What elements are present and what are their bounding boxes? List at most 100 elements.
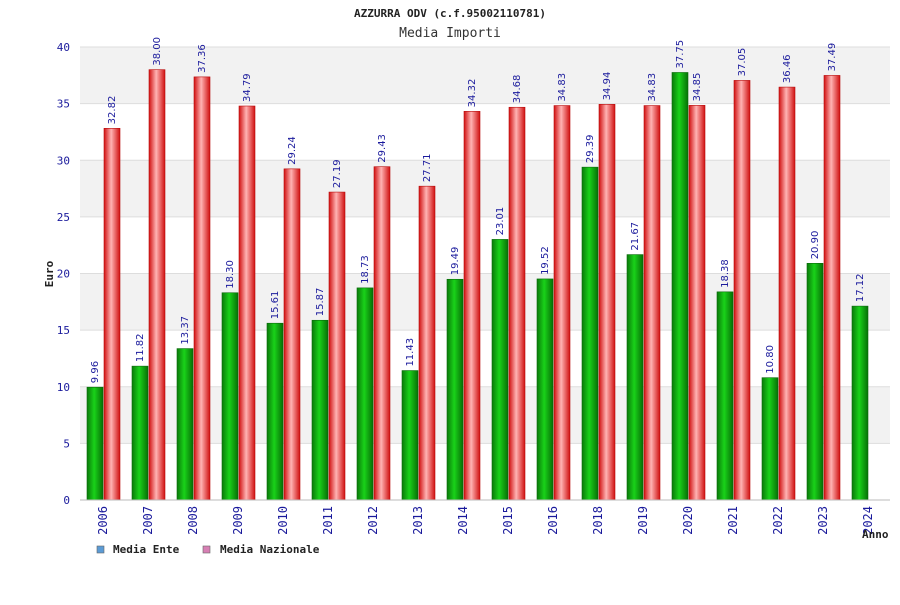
data-label: 15.61 <box>270 291 281 320</box>
grid-band <box>80 443 890 500</box>
x-tick-label: 2021 <box>726 506 740 535</box>
chart-title: AZZURRA ODV (c.f.95002110781) <box>354 7 546 20</box>
bar-media-ente <box>311 319 329 501</box>
x-tick-label: 2023 <box>816 506 830 535</box>
y-tick-label: 35 <box>57 98 70 111</box>
grid-band <box>80 386 890 444</box>
y-tick-label: 20 <box>57 268 70 281</box>
legend-swatch-media-ente <box>96 545 105 554</box>
y-tick-label: 0 <box>63 494 70 507</box>
data-label: 34.79 <box>242 73 253 102</box>
bar-media-nazionale <box>733 80 751 501</box>
bar-media-ente <box>671 72 689 501</box>
data-label: 18.73 <box>360 255 371 284</box>
bar-media-nazionale <box>553 105 571 501</box>
data-label: 37.05 <box>737 48 748 77</box>
y-tick-label: 15 <box>57 324 70 337</box>
x-tick-label: 2010 <box>276 506 290 535</box>
data-label: 15.87 <box>315 288 326 317</box>
data-label: 17.12 <box>855 273 866 302</box>
bar-media-nazionale <box>823 75 841 501</box>
bar-media-ente <box>806 263 824 501</box>
grid-band <box>80 103 890 161</box>
grid-band <box>80 216 890 274</box>
chart-subtitle: Media Importi <box>399 26 501 41</box>
data-label: 27.19 <box>332 159 343 188</box>
y-tick-label: 25 <box>57 211 70 224</box>
grid-band <box>80 160 890 217</box>
legend-label-media-nazionale: Media Nazionale <box>220 543 320 556</box>
bar-media-nazionale <box>463 111 481 501</box>
grid-band <box>80 330 890 387</box>
y-tick-label: 40 <box>57 41 70 54</box>
bar-media-nazionale <box>193 76 211 501</box>
y-tick-label: 10 <box>57 381 70 394</box>
data-label: 29.39 <box>585 135 596 164</box>
bar-media-nazionale <box>148 69 166 501</box>
data-label: 36.46 <box>782 54 793 83</box>
x-tick-label: 2007 <box>141 506 155 535</box>
x-tick-label: 2022 <box>771 506 785 535</box>
data-label: 38.00 <box>152 37 163 66</box>
x-axis-ticks: 2006 2007 2008 2009 2010 2011 2012 2013 2014 2015… <box>96 506 875 535</box>
data-label: 18.30 <box>225 260 236 289</box>
data-label: 34.85 <box>692 73 703 102</box>
grid-band <box>80 273 890 331</box>
data-label: 19.52 <box>540 246 551 275</box>
data-label: 13.37 <box>180 316 191 345</box>
x-tick-label: 2011 <box>321 506 335 535</box>
bar-media-ente <box>581 166 599 501</box>
bar-media-nazionale <box>328 191 346 501</box>
data-label: 11.43 <box>405 338 416 367</box>
bar-media-nazionale <box>598 104 616 501</box>
y-axis-label: Euro <box>43 260 56 287</box>
bar-media-ente <box>536 278 554 501</box>
x-tick-label: 2013 <box>411 506 425 535</box>
data-label: 34.83 <box>647 73 658 102</box>
bar-media-nazionale <box>508 106 526 501</box>
bar-media-ente <box>761 377 779 501</box>
bar-media-ente <box>446 278 464 501</box>
bar-media-nazionale <box>643 105 661 501</box>
bar-media-ente <box>131 365 149 501</box>
bar-media-nazionale <box>238 105 256 501</box>
data-label: 11.82 <box>135 333 146 362</box>
data-label: 34.68 <box>512 75 523 104</box>
x-tick-label: 2012 <box>366 506 380 535</box>
data-label: 37.49 <box>827 43 838 72</box>
data-label: 29.24 <box>287 136 298 165</box>
x-tick-label: 2024 <box>861 506 875 535</box>
data-label: 29.43 <box>377 134 388 163</box>
bar-media-ente <box>491 239 509 501</box>
bar-media-nazionale <box>103 128 121 501</box>
data-label: 23.01 <box>495 207 506 236</box>
bar-media-nazionale <box>418 185 436 501</box>
data-label: 34.83 <box>557 73 568 102</box>
data-label: 19.49 <box>450 247 461 276</box>
data-label: 34.94 <box>602 72 613 101</box>
y-tick-label: 30 <box>57 154 70 167</box>
legend: Media Ente Media Nazionale <box>96 543 320 556</box>
x-tick-label: 2016 <box>546 506 560 535</box>
bar-media-nazionale <box>688 105 706 501</box>
bar-media-ente <box>851 305 869 501</box>
legend-label-media-ente: Media Ente <box>113 543 180 556</box>
data-label: 21.67 <box>630 222 641 251</box>
bar-media-ente <box>356 287 374 501</box>
bar-media-ente <box>266 322 284 501</box>
data-label: 9.96 <box>90 361 101 383</box>
grid-band <box>80 47 890 104</box>
x-tick-label: 2020 <box>681 506 695 535</box>
x-tick-label: 2006 <box>96 506 110 535</box>
legend-swatch-media-nazionale <box>202 545 211 554</box>
x-tick-label: 2019 <box>636 506 650 535</box>
bar-media-ente <box>221 292 239 501</box>
bar-media-nazionale <box>373 166 391 501</box>
data-label: 34.32 <box>467 79 478 108</box>
y-tick-label: 5 <box>63 437 70 450</box>
y-axis-ticks: 0 5 10 15 20 25 30 35 40 <box>57 41 70 507</box>
data-label: 10.80 <box>765 345 776 374</box>
x-tick-label: 2014 <box>456 506 470 535</box>
x-tick-label: 2018 <box>591 506 605 535</box>
